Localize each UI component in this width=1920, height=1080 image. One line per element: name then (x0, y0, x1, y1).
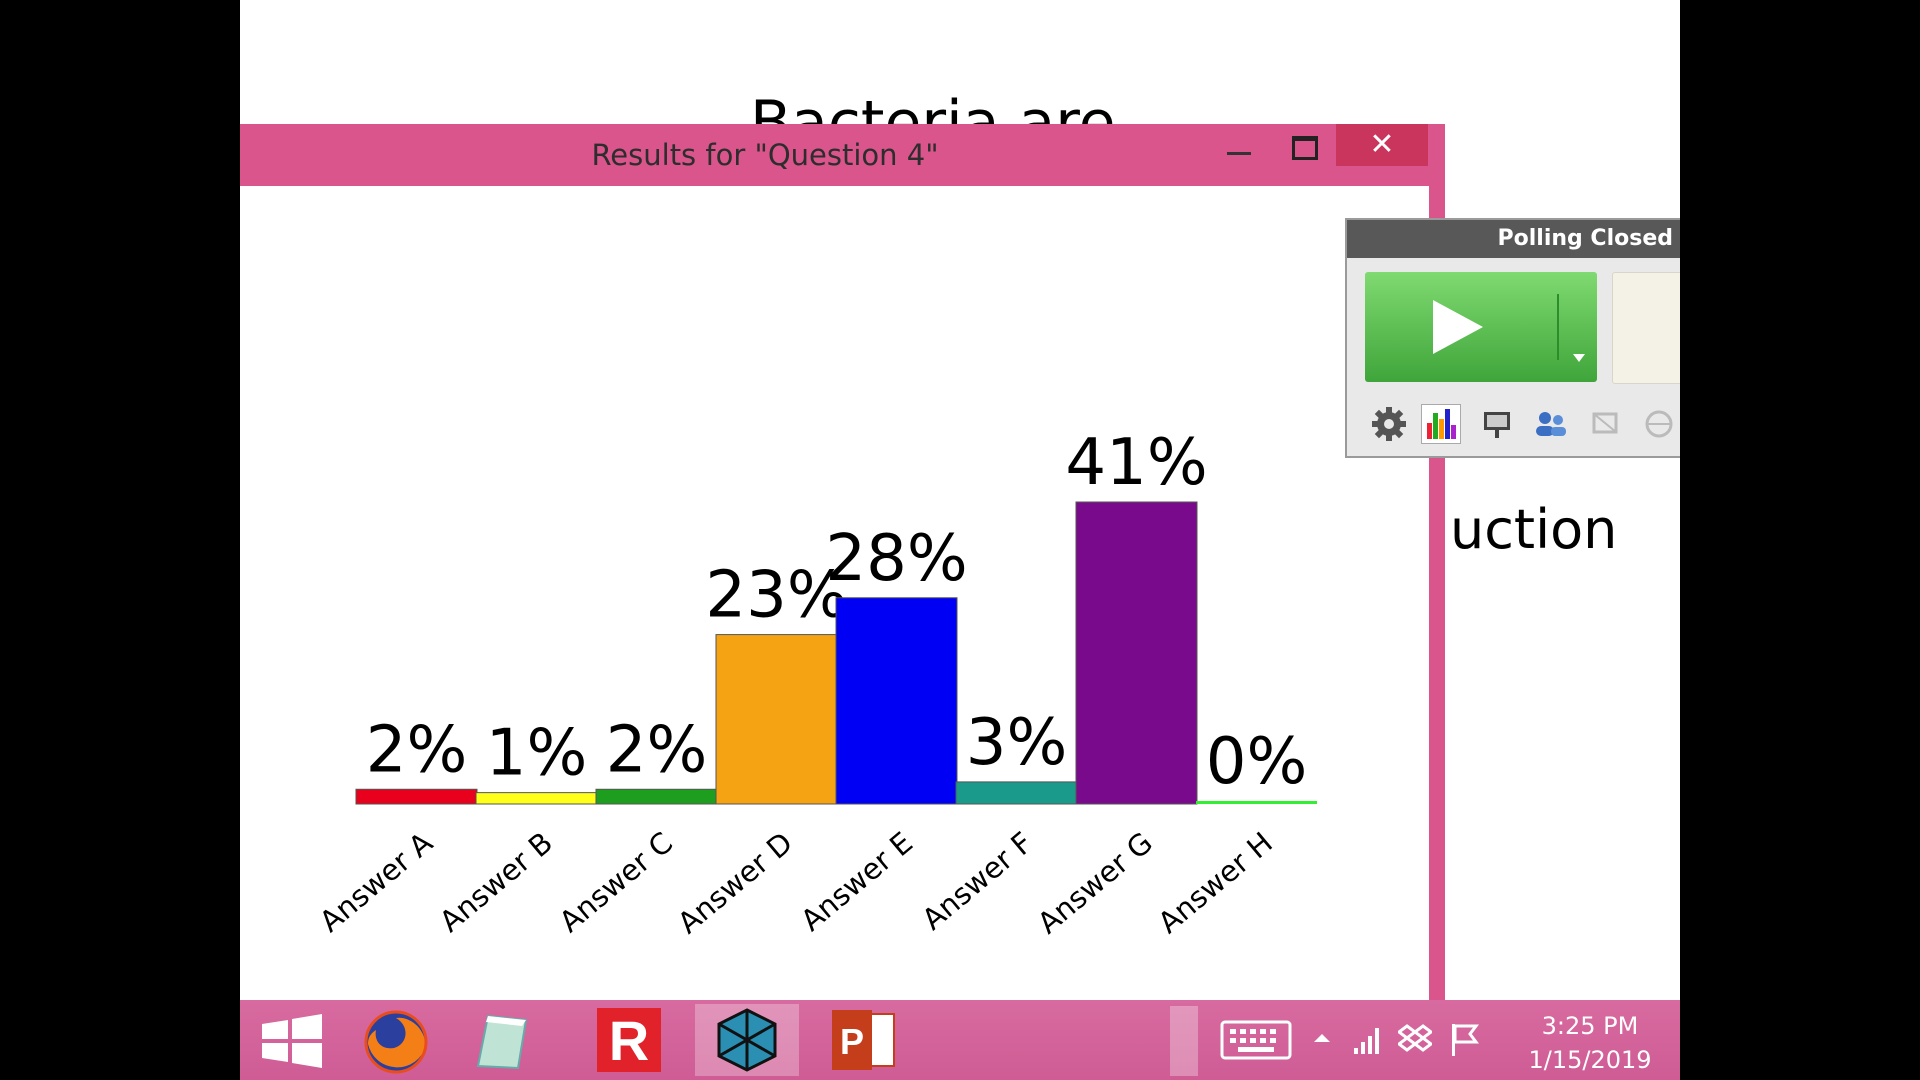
windows-start-icon (262, 1014, 322, 1068)
minimize-icon (1227, 152, 1251, 155)
flag-icon[interactable] (1448, 1022, 1482, 1058)
play-icon (1433, 300, 1483, 354)
notebook-icon (476, 1014, 528, 1070)
category-label: Answer B (433, 825, 559, 938)
globe-icon[interactable] (1639, 404, 1679, 444)
secondary-polling-button[interactable] (1612, 272, 1680, 384)
bar-answer-b (475, 792, 598, 805)
category-label: Answer E (794, 825, 919, 937)
bar-value-label: 0% (1206, 725, 1308, 799)
bar-answer-f (955, 781, 1078, 805)
bar-value-label: 28% (825, 522, 967, 596)
bar-answer-c (595, 788, 718, 805)
screen: Bacteria are uction Results for "Questio… (240, 0, 1680, 1080)
category-label: Answer F (915, 825, 1039, 936)
bar-value-label: 2% (606, 713, 708, 787)
button-separator (1557, 294, 1559, 360)
dropdown-arrow-icon[interactable] (1573, 354, 1585, 362)
maximize-button[interactable] (1275, 124, 1335, 166)
presenter-icon[interactable] (1477, 404, 1517, 444)
chart-icon[interactable] (1421, 404, 1461, 444)
firefox-icon (364, 1010, 428, 1074)
bar-value-label: 1% (486, 717, 588, 791)
keyboard-icon[interactable] (1220, 1020, 1292, 1060)
category-label: Answer D (671, 825, 799, 940)
bar-answer-e (835, 597, 958, 805)
maximize-icon (1292, 136, 1318, 160)
taskbar-3d-app[interactable] (695, 1004, 799, 1076)
taskbar-r-app[interactable]: R (577, 1004, 681, 1076)
taskbar: R P (240, 1000, 1680, 1080)
polling-panel: Polling Closed (1345, 218, 1680, 458)
polling-header: Polling Closed (1347, 220, 1680, 258)
bar-answer-a (355, 788, 478, 805)
results-title: Results for "Question 4" (591, 138, 939, 172)
results-chart: 2% Answer A 1% Answer B 2% Answer C 23% Answer … (313, 426, 1317, 940)
r-app-icon: R (597, 1008, 661, 1072)
bar-answer-h (1196, 801, 1317, 804)
close-button[interactable]: ✕ (1336, 124, 1428, 166)
category-label: Answer A (313, 825, 439, 938)
taskbar-powerpoint[interactable]: P (810, 1004, 914, 1076)
clock-time[interactable]: 3:25 PM (1541, 1012, 1639, 1040)
participants-icon[interactable] (1531, 404, 1571, 444)
bar-value-label: 41% (1065, 426, 1207, 500)
category-label: Answer C (553, 825, 679, 939)
bar-value-label: 23% (705, 559, 847, 633)
start-polling-button[interactable] (1365, 272, 1597, 382)
clock-date[interactable]: 1/15/2019 (1528, 1046, 1652, 1074)
bar-answer-g (1075, 501, 1198, 805)
start-button[interactable] (240, 1004, 344, 1076)
screen-icon[interactable] (1585, 404, 1625, 444)
taskbar-firefox[interactable] (344, 1004, 448, 1076)
category-label: Answer H (1152, 825, 1279, 940)
svg-text:P: P (840, 1021, 864, 1062)
bar-value-label: 3% (966, 706, 1068, 780)
bar-value-label: 2% (366, 713, 468, 787)
taskbar-scroll[interactable] (1170, 1006, 1198, 1076)
chevron-up-icon[interactable] (1312, 1030, 1332, 1046)
category-label: Answer G (1031, 825, 1159, 940)
close-icon: ✕ (1369, 127, 1395, 162)
dropbox-icon[interactable] (1398, 1022, 1432, 1056)
taskbar-notebook[interactable] (448, 1004, 552, 1076)
bar-answer-d (715, 634, 838, 805)
network-icon[interactable] (1352, 1022, 1382, 1056)
3d-app-icon (717, 1008, 777, 1072)
settings-icon[interactable] (1369, 404, 1409, 444)
polling-status: Polling Closed (1497, 226, 1674, 251)
minimize-button[interactable] (1205, 124, 1265, 166)
results-titlebar[interactable]: Results for "Question 4" ✕ (240, 124, 1445, 186)
powerpoint-icon: P (832, 1010, 895, 1070)
slide-text-fragment: uction (1450, 498, 1618, 561)
results-window: Results for "Question 4" ✕ 2% Answer A 1% A… (240, 124, 1445, 1000)
svg-text:R: R (609, 1009, 649, 1072)
